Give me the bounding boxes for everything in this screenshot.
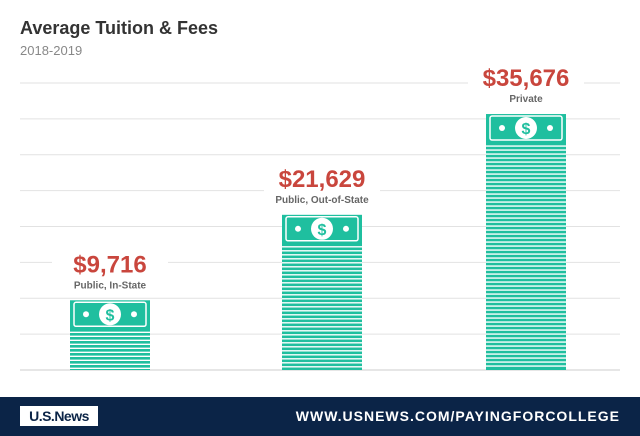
bar-3: $ $35,676 Private [468,56,584,371]
bar-1: $ $9,716 Public, In-State [52,242,168,370]
dollar-bill-icon: $ [489,115,563,141]
category-label: Private [509,94,543,105]
bar-2: $ $21,629 Public, Out-of-State [264,156,380,370]
dollar-bill-icon: $ [285,216,359,242]
value-label: $9,716 [73,251,146,278]
label-background [264,156,380,207]
logo-text: U.S.News [29,408,89,424]
svg-text:$: $ [106,307,115,324]
category-label: Public, Out-of-State [275,195,369,206]
value-label: $21,629 [279,166,366,193]
chart-title: Average Tuition & Fees [20,18,219,38]
footer-bar: U.S.News WWW.USNEWS.COM/PAYINGFORCOLLEGE [0,397,640,436]
category-label: Public, In-State [74,280,147,291]
dollar-bill-icon: $ [73,301,147,328]
label-background [52,242,168,293]
svg-text:$: $ [318,222,327,239]
chart-subtitle: 2018-2019 [20,43,83,58]
usnews-logo[interactable]: U.S.News [20,406,98,426]
bar-chart: $ $9,716 Public, In-State $ $21,629 Public, O… [20,56,620,371]
svg-text:$: $ [522,121,531,138]
value-label: $35,676 [483,65,570,92]
site-url-link[interactable]: WWW.USNEWS.COM/PAYINGFORCOLLEGE [295,408,620,424]
label-background [468,56,584,107]
